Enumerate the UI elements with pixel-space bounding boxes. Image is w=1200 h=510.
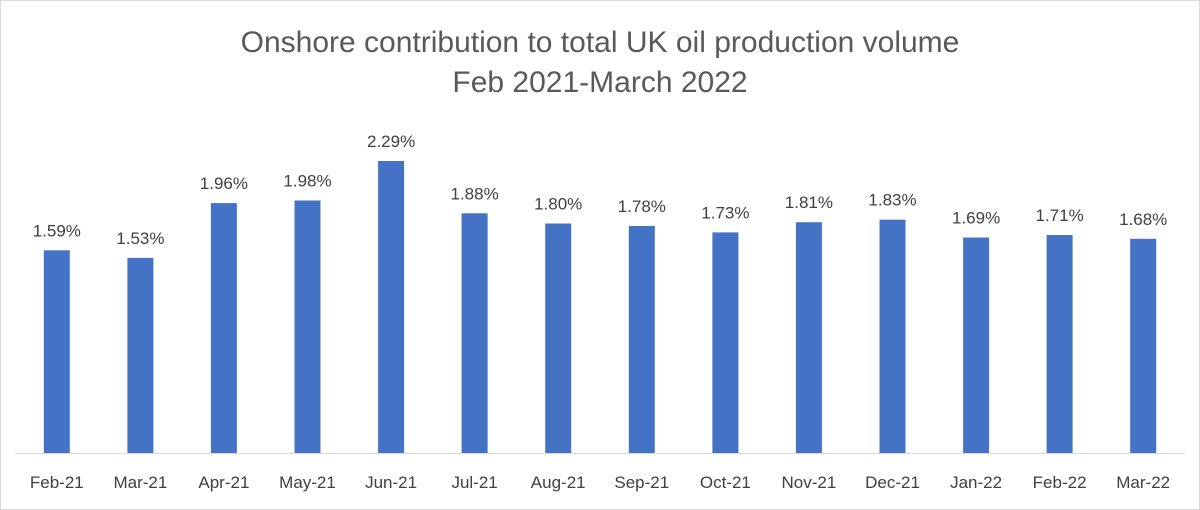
data-label-sep-21: 1.78% bbox=[618, 197, 666, 216]
data-label-jul-21: 1.88% bbox=[450, 184, 498, 203]
x-tick-label-jun-21: Jun-21 bbox=[365, 473, 417, 492]
data-label-mar-22: 1.68% bbox=[1119, 210, 1167, 229]
bar-aug-21 bbox=[545, 223, 572, 453]
bar-apr-21 bbox=[210, 203, 237, 453]
x-tick-label-dec-21: Dec-21 bbox=[865, 473, 920, 492]
data-label-oct-21: 1.73% bbox=[701, 203, 749, 222]
x-tick-label-jul-21: Jul-21 bbox=[451, 473, 497, 492]
bar-mar-21 bbox=[127, 257, 154, 453]
bar-may-21 bbox=[294, 200, 321, 453]
bar-mar-22 bbox=[1130, 238, 1157, 453]
x-tick-label-jan-22: Jan-22 bbox=[950, 473, 1002, 492]
x-tick-label-feb-22: Feb-22 bbox=[1033, 473, 1087, 492]
bar-jan-22 bbox=[963, 237, 990, 453]
bar-jun-21 bbox=[378, 161, 405, 453]
bar-feb-22 bbox=[1046, 235, 1073, 453]
bar-sep-21 bbox=[628, 226, 655, 453]
chart-title: Onshore contribution to total UK oil pro… bbox=[240, 26, 960, 59]
x-tick-label-sep-21: Sep-21 bbox=[614, 473, 669, 492]
data-label-may-21: 1.98% bbox=[283, 172, 331, 191]
bar-feb-21 bbox=[43, 250, 70, 453]
data-label-feb-22: 1.71% bbox=[1035, 206, 1083, 225]
x-tick-label-aug-21: Aug-21 bbox=[531, 473, 586, 492]
x-tick-label-apr-21: Apr-21 bbox=[198, 473, 249, 492]
chart-title-block: Onshore contribution to total UK oil pro… bbox=[1, 23, 1199, 103]
data-label-jan-22: 1.69% bbox=[952, 209, 1000, 228]
data-label-mar-21: 1.53% bbox=[116, 229, 164, 248]
data-label-aug-21: 1.80% bbox=[534, 195, 582, 214]
data-label-jun-21: 2.29% bbox=[367, 132, 415, 151]
x-tick-label-may-21: May-21 bbox=[279, 473, 336, 492]
x-tick-label-oct-21: Oct-21 bbox=[700, 473, 751, 492]
x-tick-label-mar-22: Mar-22 bbox=[1116, 473, 1170, 492]
data-labels-layer: 1.59% 1.53% 1.96% 1.98% 2.29% 1.88% 1.80% 1.78%… bbox=[33, 132, 1168, 248]
bar-dec-21 bbox=[879, 219, 906, 453]
data-label-nov-21: 1.81% bbox=[785, 193, 833, 212]
data-label-apr-21: 1.96% bbox=[200, 174, 248, 193]
x-tick-label-mar-21: Mar-21 bbox=[113, 473, 167, 492]
data-label-feb-21: 1.59% bbox=[33, 221, 81, 240]
bar-jul-21 bbox=[461, 213, 488, 453]
x-tick-labels-layer: Feb-21 Mar-21 Apr-21 May-21 Jun-21 Jul-21 Aug-… bbox=[30, 473, 1170, 492]
data-label-dec-21: 1.83% bbox=[868, 191, 916, 210]
chart-subtitle: Feb 2021-March 2022 bbox=[452, 66, 748, 99]
x-tick-label-nov-21: Nov-21 bbox=[781, 473, 836, 492]
bars-layer bbox=[43, 161, 1157, 453]
bar-oct-21 bbox=[712, 232, 739, 453]
x-tick-label-feb-21: Feb-21 bbox=[30, 473, 84, 492]
bar-nov-21 bbox=[795, 222, 822, 453]
